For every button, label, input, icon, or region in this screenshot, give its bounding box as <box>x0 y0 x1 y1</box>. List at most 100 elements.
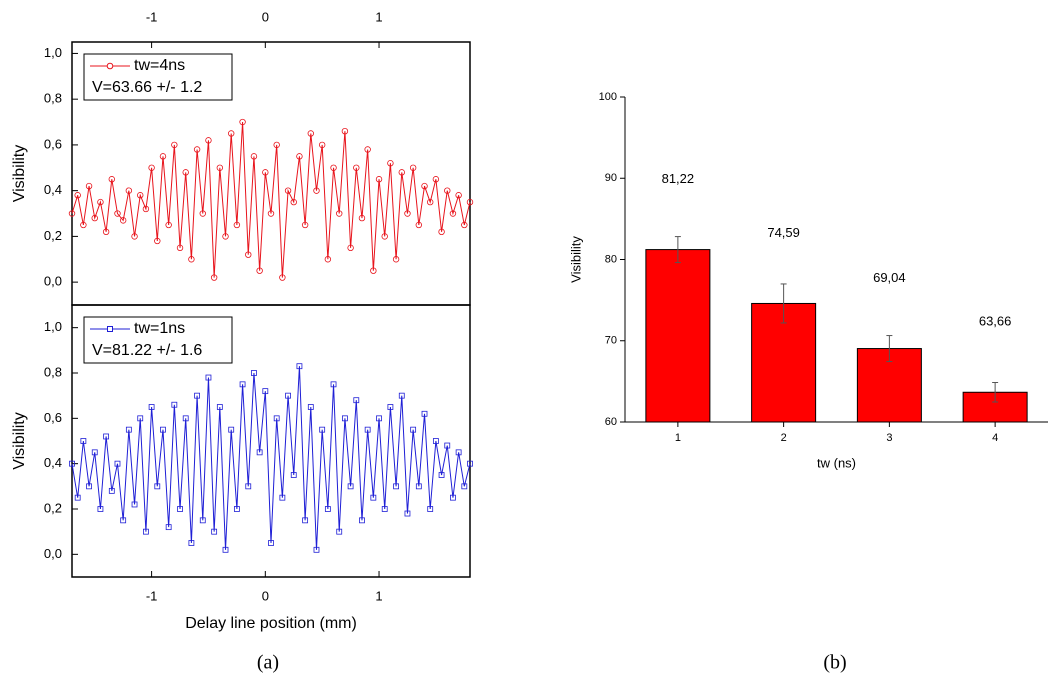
marker <box>466 198 474 206</box>
marker <box>438 472 445 478</box>
x-tick-label: 0 <box>262 588 269 603</box>
marker <box>364 426 371 433</box>
marker <box>307 404 314 410</box>
marker <box>74 192 81 199</box>
marker <box>227 130 235 137</box>
x-tick-label: -1 <box>146 588 158 603</box>
marker <box>404 510 411 517</box>
marker <box>410 426 417 433</box>
marker <box>233 221 241 229</box>
marker <box>188 540 195 546</box>
marker <box>415 483 422 490</box>
y-tick-label: 60 <box>605 416 617 428</box>
marker <box>381 233 388 240</box>
legend-label: tw=4ns <box>134 57 185 74</box>
marker <box>307 130 314 137</box>
marker <box>125 426 132 433</box>
value-label: 81,22 <box>662 171 695 186</box>
marker <box>239 381 246 388</box>
marker <box>80 221 87 229</box>
y-tick-label: 0,0 <box>44 546 62 561</box>
marker <box>125 187 133 194</box>
marker <box>142 205 150 213</box>
marker <box>119 217 127 224</box>
marker <box>324 506 331 512</box>
marker <box>171 401 178 408</box>
caption: (b) <box>823 652 846 674</box>
marker <box>376 415 382 422</box>
marker <box>296 363 303 370</box>
marker <box>279 274 286 281</box>
marker <box>74 494 81 501</box>
marker <box>205 137 212 144</box>
y-tick-label: 100 <box>599 91 617 103</box>
marker <box>165 221 172 229</box>
marker <box>182 415 189 422</box>
x-tick-label: 1 <box>375 588 382 603</box>
series-line <box>71 366 471 550</box>
marker <box>188 256 195 263</box>
marker <box>398 169 405 176</box>
y-tick-label: 0,6 <box>44 136 62 151</box>
marker <box>262 388 269 395</box>
marker <box>387 160 394 167</box>
marker <box>393 483 399 490</box>
marker <box>444 187 451 194</box>
marker <box>199 210 206 217</box>
marker <box>432 176 440 183</box>
marker <box>233 506 240 512</box>
marker <box>273 141 280 149</box>
series-line <box>71 122 471 278</box>
marker <box>97 198 104 206</box>
annotation: V=81.22 +/- 1.6 <box>92 342 202 359</box>
marker <box>449 210 457 217</box>
x-axis-label: tw (ns) <box>817 455 856 470</box>
marker <box>262 169 269 176</box>
marker <box>267 210 275 217</box>
marker <box>228 426 235 433</box>
marker <box>330 164 337 171</box>
x-tick-label: 0 <box>262 9 269 24</box>
x-tick-label: 2 <box>781 432 787 444</box>
marker <box>421 410 428 417</box>
value-label: 69,04 <box>873 270 906 285</box>
marker <box>313 546 320 553</box>
marker <box>171 141 178 149</box>
marker <box>199 517 206 524</box>
y-tick-label: 0,0 <box>44 274 62 289</box>
marker <box>353 164 360 171</box>
marker <box>279 494 286 501</box>
marker <box>427 506 434 512</box>
marker <box>193 146 201 153</box>
marker <box>154 483 161 490</box>
marker <box>461 483 468 490</box>
x-tick-label: 4 <box>992 432 998 444</box>
y-tick-label: 0,4 <box>44 455 62 470</box>
marker <box>427 198 434 206</box>
marker <box>91 214 98 222</box>
marker <box>205 374 212 381</box>
marker <box>86 483 92 490</box>
marker <box>467 460 473 467</box>
marker <box>358 214 366 222</box>
x-axis-label: Delay line position (mm) <box>185 615 357 632</box>
annotation: V=63.66 +/- 1.2 <box>92 79 202 96</box>
marker <box>148 404 155 410</box>
marker <box>330 381 337 388</box>
marker <box>319 426 326 433</box>
y-axis-label: Visibility <box>11 412 28 470</box>
marker <box>353 397 360 404</box>
marker <box>284 187 292 194</box>
marker <box>143 528 149 535</box>
marker <box>398 392 405 399</box>
marker <box>455 192 462 199</box>
marker <box>108 176 115 183</box>
marker <box>359 517 365 524</box>
marker <box>404 210 411 217</box>
marker <box>251 370 257 376</box>
marker <box>387 404 394 410</box>
y-axis-label: Visibility <box>11 145 28 203</box>
marker <box>245 483 252 490</box>
marker <box>165 524 172 531</box>
marker <box>450 494 456 501</box>
